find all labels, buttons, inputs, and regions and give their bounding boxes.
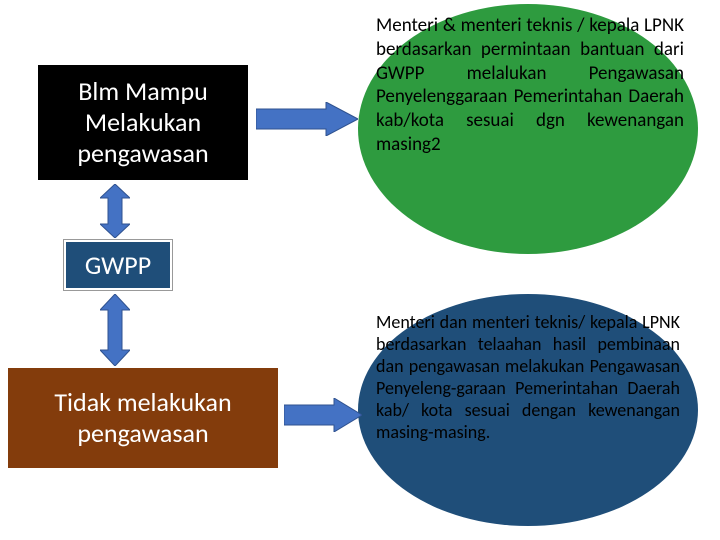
ellipse-top-right-text: Menteri & menteri teknis / kepala LPNK b… <box>376 14 684 157</box>
box-top-left: Blm Mampu Melakukan pengawasan <box>38 65 248 180</box>
box-top-left-text: Blm Mampu Melakukan pengawasan <box>46 76 240 170</box>
arrow-gwpp-to-box3 <box>100 294 130 366</box>
arrow-box3-to-ellipse2 <box>284 398 362 432</box>
box-bottom-left-text: Tidak melakukan pengawasan <box>16 387 270 449</box>
ellipse-bottom-right-text: Menteri dan menteri teknis/ kepala LPNK … <box>376 312 680 444</box>
box-gwpp: GWPP <box>64 240 172 290</box>
arrow-box1-to-ellipse1 <box>256 102 358 136</box>
box-bottom-left: Tidak melakukan pengawasan <box>8 368 278 468</box>
box-gwpp-text: GWPP <box>85 249 151 281</box>
arrow-gwpp-to-box1 <box>100 184 130 238</box>
